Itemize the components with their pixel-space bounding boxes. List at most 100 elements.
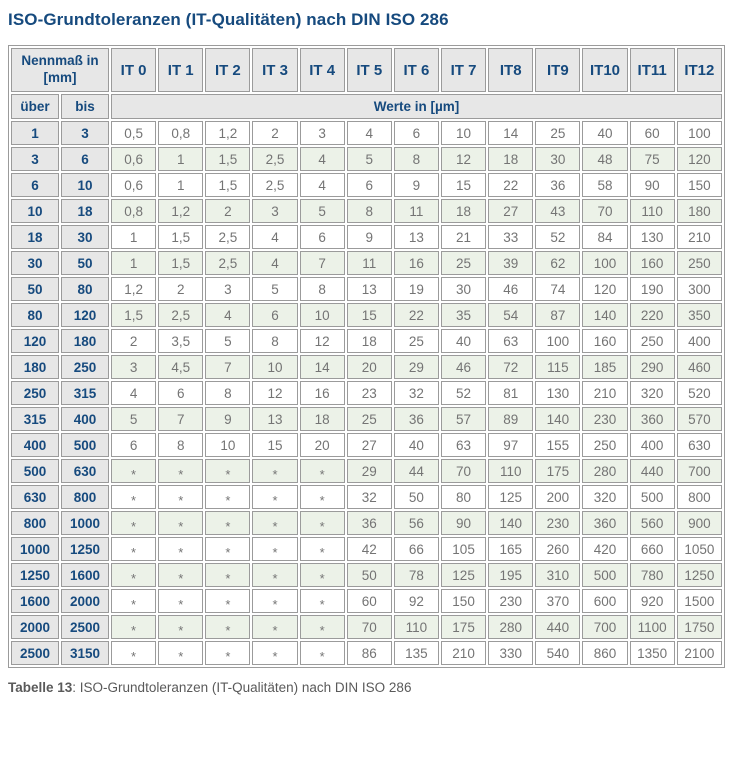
value-cell: 900 (676, 511, 722, 535)
value-cell: 4 (111, 381, 157, 405)
value-cell: 2 (158, 277, 204, 301)
value-cell: * (205, 537, 251, 561)
value-cell: * (299, 641, 345, 665)
table-header: Nennmaß in [mm] IT 0 IT 1 IT 2 IT 3 IT 4 IT 5… (11, 48, 722, 119)
value-cell: 140 (535, 407, 581, 431)
asterisk-glyph: * (225, 544, 231, 560)
value-cell: 1,2 (158, 199, 204, 223)
value-cell: 30 (441, 277, 487, 301)
value-cell: 27 (346, 433, 392, 457)
value-cell: 8 (299, 277, 345, 301)
value-cell: 160 (582, 329, 628, 353)
value-cell: 110 (629, 199, 675, 223)
value-cell: 360 (582, 511, 628, 535)
value-cell: 44 (393, 459, 439, 483)
value-cell: 140 (582, 303, 628, 327)
range-over-cell: 1600 (11, 589, 59, 613)
asterisk-glyph: * (319, 544, 325, 560)
asterisk-glyph: * (225, 570, 231, 586)
asterisk-glyph: * (131, 518, 137, 534)
value-cell: 74 (535, 277, 581, 301)
value-cell: 63 (488, 329, 534, 353)
it-grade-header: IT 5 (346, 48, 392, 92)
range-over-cell: 30 (11, 251, 59, 275)
table-row: 315 400 5 7 9 13 18 25 36 57 89 140 230 360 570 (11, 407, 722, 431)
asterisk-glyph: * (178, 518, 184, 534)
value-cell: 56 (393, 511, 439, 535)
table-row: 50 80 1,2 2 3 5 8 13 19 30 46 74 120 190 300 (11, 277, 722, 301)
it-grade-header: IT 3 (252, 48, 298, 92)
value-cell: 420 (582, 537, 628, 561)
value-cell: 5 (205, 329, 251, 353)
value-cell: * (111, 615, 157, 639)
asterisk-glyph: * (319, 518, 325, 534)
value-cell: 300 (676, 277, 722, 301)
value-cell: 20 (346, 355, 392, 379)
value-cell: 3 (111, 355, 157, 379)
value-cell: 210 (582, 381, 628, 405)
value-cell: 78 (393, 563, 439, 587)
range-to-cell: 30 (61, 225, 110, 249)
value-cell: 4 (299, 147, 345, 171)
value-cell: 6 (299, 225, 345, 249)
value-cell: 8 (205, 381, 251, 405)
value-cell: 8 (393, 147, 439, 171)
value-cell: 84 (582, 225, 628, 249)
value-cell: 12 (252, 381, 298, 405)
value-cell: 210 (676, 225, 722, 249)
table-row: 1250 1600 * * * * * 50 78 125 195 310 500 780 1250 (11, 563, 722, 587)
value-cell: 25 (441, 251, 487, 275)
range-over-cell: 1000 (11, 537, 59, 561)
value-cell: 11 (393, 199, 439, 223)
value-cell: 700 (676, 459, 722, 483)
value-cell: 66 (393, 537, 439, 561)
value-cell: 860 (582, 641, 628, 665)
asterisk-glyph: * (131, 466, 137, 482)
asterisk-glyph: * (178, 596, 184, 612)
table-row: 2000 2500 * * * * * 70 110 175 280 440 700 1100 1750 (11, 615, 722, 639)
value-cell: * (205, 563, 251, 587)
asterisk-glyph: * (131, 648, 137, 664)
value-cell: 100 (582, 251, 628, 275)
value-cell: 400 (629, 433, 675, 457)
value-cell: 63 (441, 433, 487, 457)
value-cell: 2,5 (205, 225, 251, 249)
value-cell: 2 (111, 329, 157, 353)
value-cell: 150 (676, 173, 722, 197)
range-over-cell: 10 (11, 199, 59, 223)
value-cell: 140 (488, 511, 534, 535)
value-cell: 40 (393, 433, 439, 457)
range-to-cell: 1250 (61, 537, 110, 561)
value-cell: 1350 (629, 641, 675, 665)
table-row: 500 630 * * * * * 29 44 70 110 175 280 440 700 (11, 459, 722, 483)
value-cell: 50 (346, 563, 392, 587)
value-cell: * (205, 589, 251, 613)
value-cell: 8 (346, 199, 392, 223)
table-row: 1600 2000 * * * * * 60 92 150 230 370 600 920 1500 (11, 589, 722, 613)
table-row: 10 18 0,8 1,2 2 3 5 8 11 18 27 43 70 110 180 (11, 199, 722, 223)
value-cell: 920 (629, 589, 675, 613)
value-cell: 1500 (676, 589, 722, 613)
range-over-cell: 630 (11, 485, 59, 509)
value-cell: * (205, 511, 251, 535)
range-to-cell: 2000 (61, 589, 110, 613)
value-cell: * (111, 641, 157, 665)
value-cell: 0,6 (111, 173, 157, 197)
range-to-cell: 180 (61, 329, 110, 353)
value-cell: * (158, 563, 204, 587)
value-cell: 62 (535, 251, 581, 275)
asterisk-glyph: * (272, 570, 278, 586)
value-cell: 52 (535, 225, 581, 249)
value-cell: 42 (346, 537, 392, 561)
value-cell: 440 (629, 459, 675, 483)
asterisk-glyph: * (272, 492, 278, 508)
asterisk-glyph: * (225, 622, 231, 638)
range-to-cell: 500 (61, 433, 110, 457)
value-cell: 18 (346, 329, 392, 353)
tolerance-table: Nennmaß in [mm] IT 0 IT 1 IT 2 IT 3 IT 4 IT 5… (8, 45, 725, 668)
asterisk-glyph: * (225, 648, 231, 664)
range-over-cell: 2500 (11, 641, 59, 665)
value-cell: 70 (441, 459, 487, 483)
value-cell: * (111, 537, 157, 561)
value-cell: 100 (676, 121, 722, 145)
